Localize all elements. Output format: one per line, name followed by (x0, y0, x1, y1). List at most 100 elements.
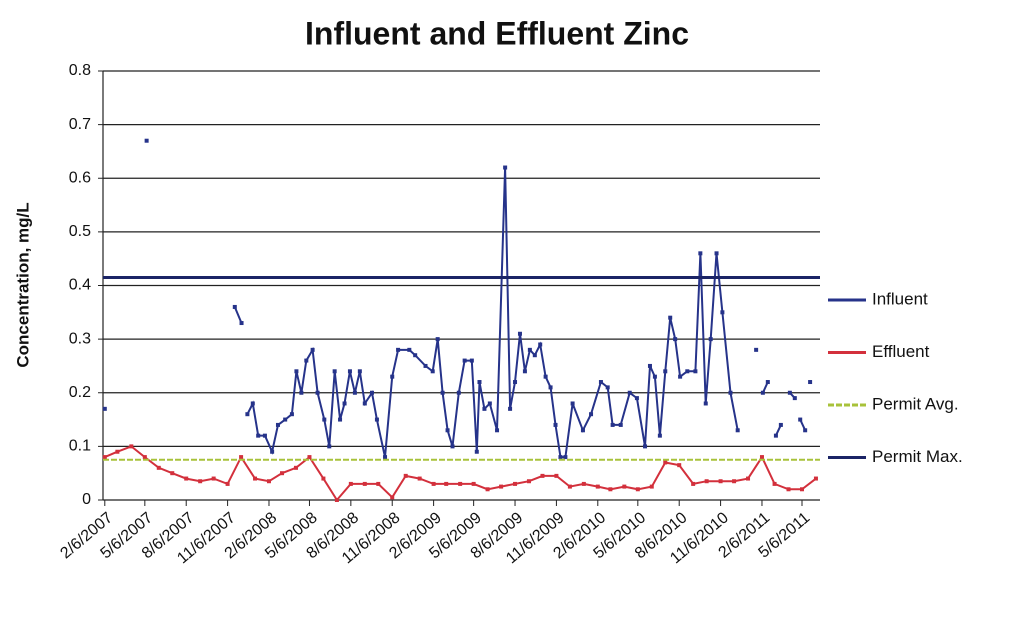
point (239, 455, 244, 460)
point (803, 428, 808, 433)
point (211, 476, 216, 481)
point (280, 471, 285, 476)
point (634, 396, 639, 401)
point (362, 401, 367, 406)
point (299, 390, 304, 395)
point (245, 412, 250, 417)
point (589, 412, 594, 417)
point (773, 433, 778, 438)
point (471, 481, 476, 486)
point (383, 455, 388, 460)
point (304, 358, 309, 363)
point (256, 433, 261, 438)
point (369, 390, 374, 395)
point (102, 406, 107, 411)
point (732, 479, 737, 484)
point (553, 422, 558, 427)
point (413, 353, 418, 358)
point (495, 428, 500, 433)
point (513, 481, 518, 486)
y-tick-label: 0.7 (69, 116, 91, 133)
point (342, 401, 347, 406)
point (407, 347, 412, 352)
point (673, 337, 678, 342)
y-tick-label: 0.2 (69, 384, 91, 401)
point (315, 390, 320, 395)
point (760, 390, 765, 395)
point (691, 481, 696, 486)
point (558, 455, 563, 460)
point (266, 479, 271, 484)
point (458, 481, 463, 486)
point (708, 337, 713, 342)
point (403, 473, 408, 478)
point (618, 422, 623, 427)
point (605, 385, 610, 390)
y-tick-label: 0.6 (69, 169, 91, 186)
point (310, 347, 315, 352)
point (444, 481, 449, 486)
y-tick-label: 0.3 (69, 330, 91, 347)
point (352, 390, 357, 395)
point (156, 465, 161, 470)
point (283, 417, 288, 422)
point (647, 363, 652, 368)
point (362, 481, 367, 486)
point (456, 390, 461, 395)
point (703, 401, 708, 406)
point (115, 449, 120, 454)
point (289, 412, 294, 417)
legend-label: Effluent (872, 342, 930, 361)
chart-title: Influent and Effluent Zinc (305, 15, 689, 51)
point (357, 369, 362, 374)
point (293, 465, 298, 470)
point (598, 380, 603, 385)
point (563, 455, 568, 460)
point (678, 374, 683, 379)
point (423, 363, 428, 368)
point (522, 369, 527, 374)
point (581, 481, 586, 486)
point (262, 433, 267, 438)
point (643, 444, 648, 449)
point (374, 417, 379, 422)
point (327, 444, 332, 449)
point (347, 369, 352, 374)
point (332, 369, 337, 374)
point (144, 138, 149, 143)
point (513, 380, 518, 385)
point (746, 476, 751, 481)
point (554, 473, 559, 478)
point (270, 449, 275, 454)
point (610, 422, 615, 427)
point (772, 481, 777, 486)
point (517, 331, 522, 336)
point (663, 369, 668, 374)
y-tick-label: 0.1 (69, 438, 91, 455)
point (445, 428, 450, 433)
y-tick-label: 0.8 (69, 62, 91, 79)
point (334, 498, 339, 502)
point (474, 449, 479, 454)
point (627, 390, 632, 395)
point (765, 380, 770, 385)
y-axis-label: Concentration, mg/L (13, 202, 32, 367)
point (718, 479, 723, 484)
point (532, 353, 537, 358)
point (543, 374, 548, 379)
point (663, 460, 668, 465)
point (450, 444, 455, 449)
point (440, 390, 445, 395)
point (338, 417, 343, 422)
point (540, 473, 545, 478)
point (225, 481, 230, 486)
point (430, 369, 435, 374)
point (390, 495, 395, 500)
point (431, 481, 436, 486)
point (435, 337, 440, 342)
point (580, 428, 585, 433)
point (786, 487, 791, 492)
point (376, 481, 381, 486)
point (321, 476, 326, 481)
